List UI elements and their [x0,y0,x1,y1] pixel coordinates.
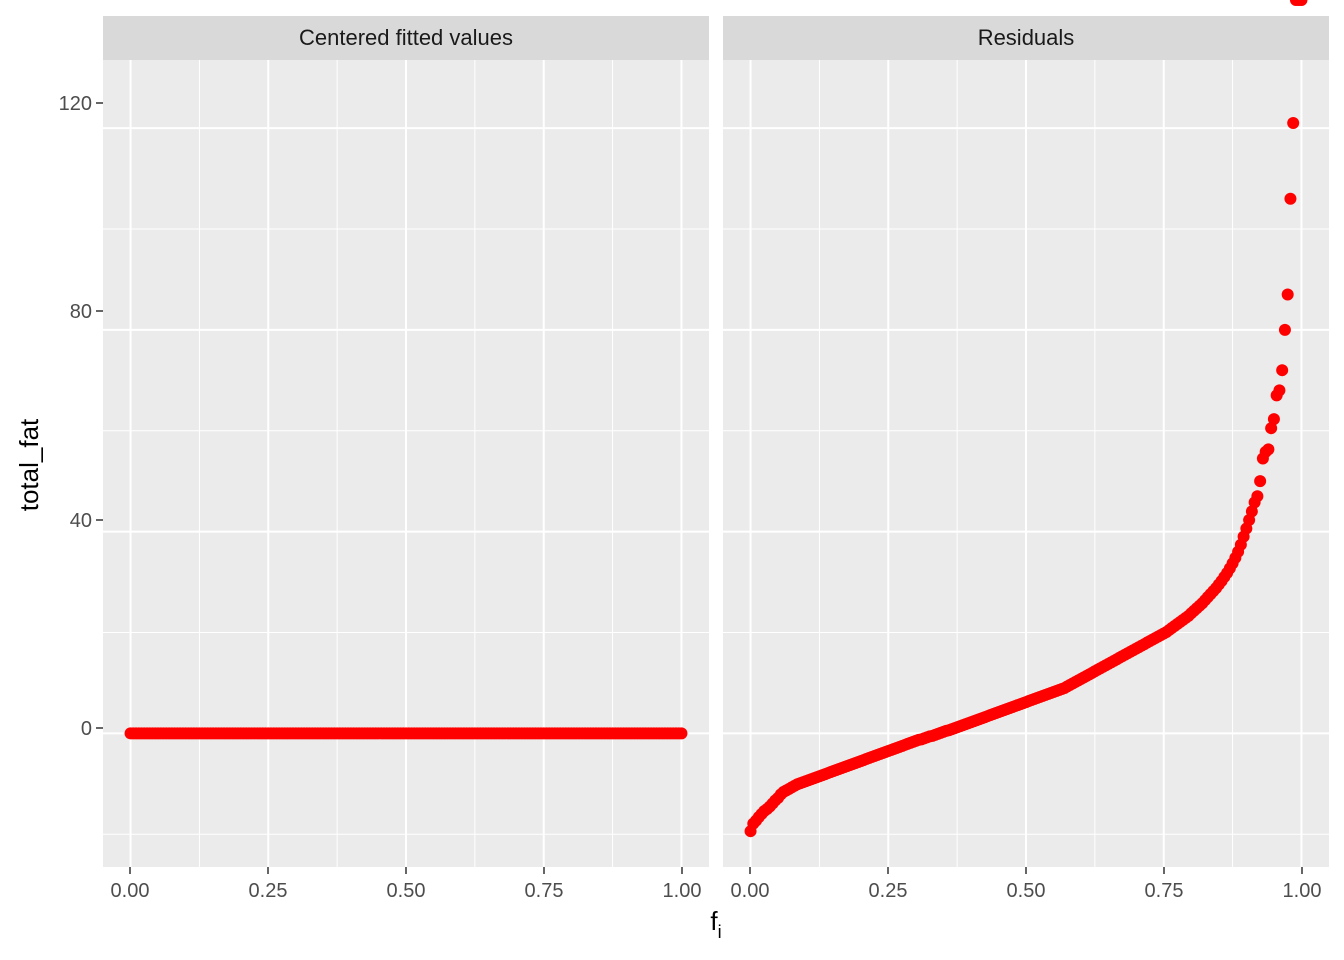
x-tick-label-1.00: 1.00 [663,880,702,902]
points-fitted [124,727,688,740]
facet-panel-residuals: Residuals [723,0,1329,867]
x-axis-fitted: 0.00 0.25 0.50 0.75 1.00 [111,867,702,902]
data-point [1265,422,1278,435]
data-point [1278,323,1291,336]
x-tick-label-0.50: 0.50 [1007,880,1046,902]
data-point [1287,117,1300,130]
data-point [1245,505,1258,518]
strip-label-residuals: Residuals [978,25,1075,50]
x-tick-label-1.00: 1.00 [1283,880,1322,902]
data-point [1267,413,1280,426]
data-point [1273,384,1286,397]
data-point [1281,288,1294,301]
y-axis: 0 40 80 120 [59,93,103,740]
data-point [1276,364,1289,377]
x-tick-label-0.75: 0.75 [1145,880,1184,902]
strip-background-residuals [723,16,1329,60]
x-tick-label-0.25: 0.25 [249,880,288,902]
y-tick-label-0: 0 [81,718,92,740]
y-tick-label-120: 120 [59,93,92,115]
x-axis-title: fi [710,906,721,942]
facet-panel-fitted: Centered fitted values [103,16,709,867]
x-axis-title-subscript: i [718,922,722,942]
data-point [675,727,688,740]
data-point [1251,490,1264,503]
x-tick-label-0.00: 0.00 [111,880,150,902]
x-tick-label-0.25: 0.25 [869,880,908,902]
x-tick-label-0.50: 0.50 [387,880,426,902]
x-tick-label-0.75: 0.75 [525,880,564,902]
points-residuals [744,0,1308,838]
y-axis-title: total_fat [14,418,44,511]
strip-background-fitted [103,16,709,60]
x-axis-residuals: 0.00 0.25 0.50 0.75 1.00 [731,867,1322,902]
data-point [1295,0,1308,6]
y-tick-label-40: 40 [70,510,92,532]
y-tick-label-80: 80 [70,301,92,323]
data-point [1254,475,1267,488]
x-axis-title-main: f [710,906,718,936]
data-point [1284,192,1297,205]
data-point [1262,443,1275,456]
grid-residuals [723,60,1329,867]
x-tick-label-0.00: 0.00 [731,880,770,902]
strip-label-fitted: Centered fitted values [299,25,513,50]
